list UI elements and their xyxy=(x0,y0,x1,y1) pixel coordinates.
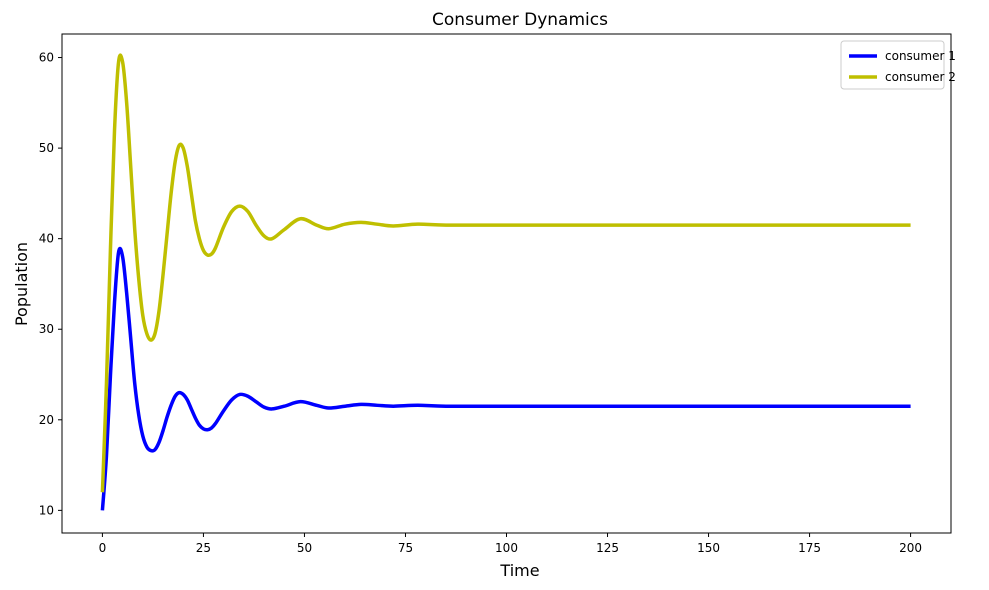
x-tick-label: 200 xyxy=(899,541,922,555)
x-tick-label: 50 xyxy=(297,541,312,555)
legend-label-consumer-1: consumer 1 xyxy=(885,49,956,63)
y-tick-label: 30 xyxy=(39,322,54,336)
x-tick-label: 175 xyxy=(798,541,821,555)
x-tick-label: 25 xyxy=(196,541,211,555)
x-tick-label: 75 xyxy=(398,541,413,555)
y-tick-label: 50 xyxy=(39,141,54,155)
series-line-consumer-1 xyxy=(100,246,911,511)
x-tick-label: 100 xyxy=(495,541,518,555)
x-tick-label: 150 xyxy=(697,541,720,555)
chart-title: Consumer Dynamics xyxy=(432,10,608,30)
x-axis-title: Time xyxy=(499,561,539,580)
y-tick-label: 10 xyxy=(39,503,54,517)
series-layer xyxy=(100,53,911,511)
series-line-consumer-2 xyxy=(100,53,911,493)
x-axis: 0 25 50 75 100 125 150 175 200 xyxy=(99,533,922,555)
legend: consumer 1 consumer 2 xyxy=(840,40,956,90)
y-tick-label: 60 xyxy=(39,51,54,65)
x-tick-label: 125 xyxy=(596,541,619,555)
y-axis: 10 20 30 40 50 60 xyxy=(39,51,62,517)
x-tick-label: 0 xyxy=(99,541,107,555)
legend-label-consumer-2: consumer 2 xyxy=(885,70,956,84)
y-tick-label: 20 xyxy=(39,413,54,427)
y-tick-label: 40 xyxy=(39,232,54,246)
y-axis-title: Population xyxy=(12,242,31,326)
